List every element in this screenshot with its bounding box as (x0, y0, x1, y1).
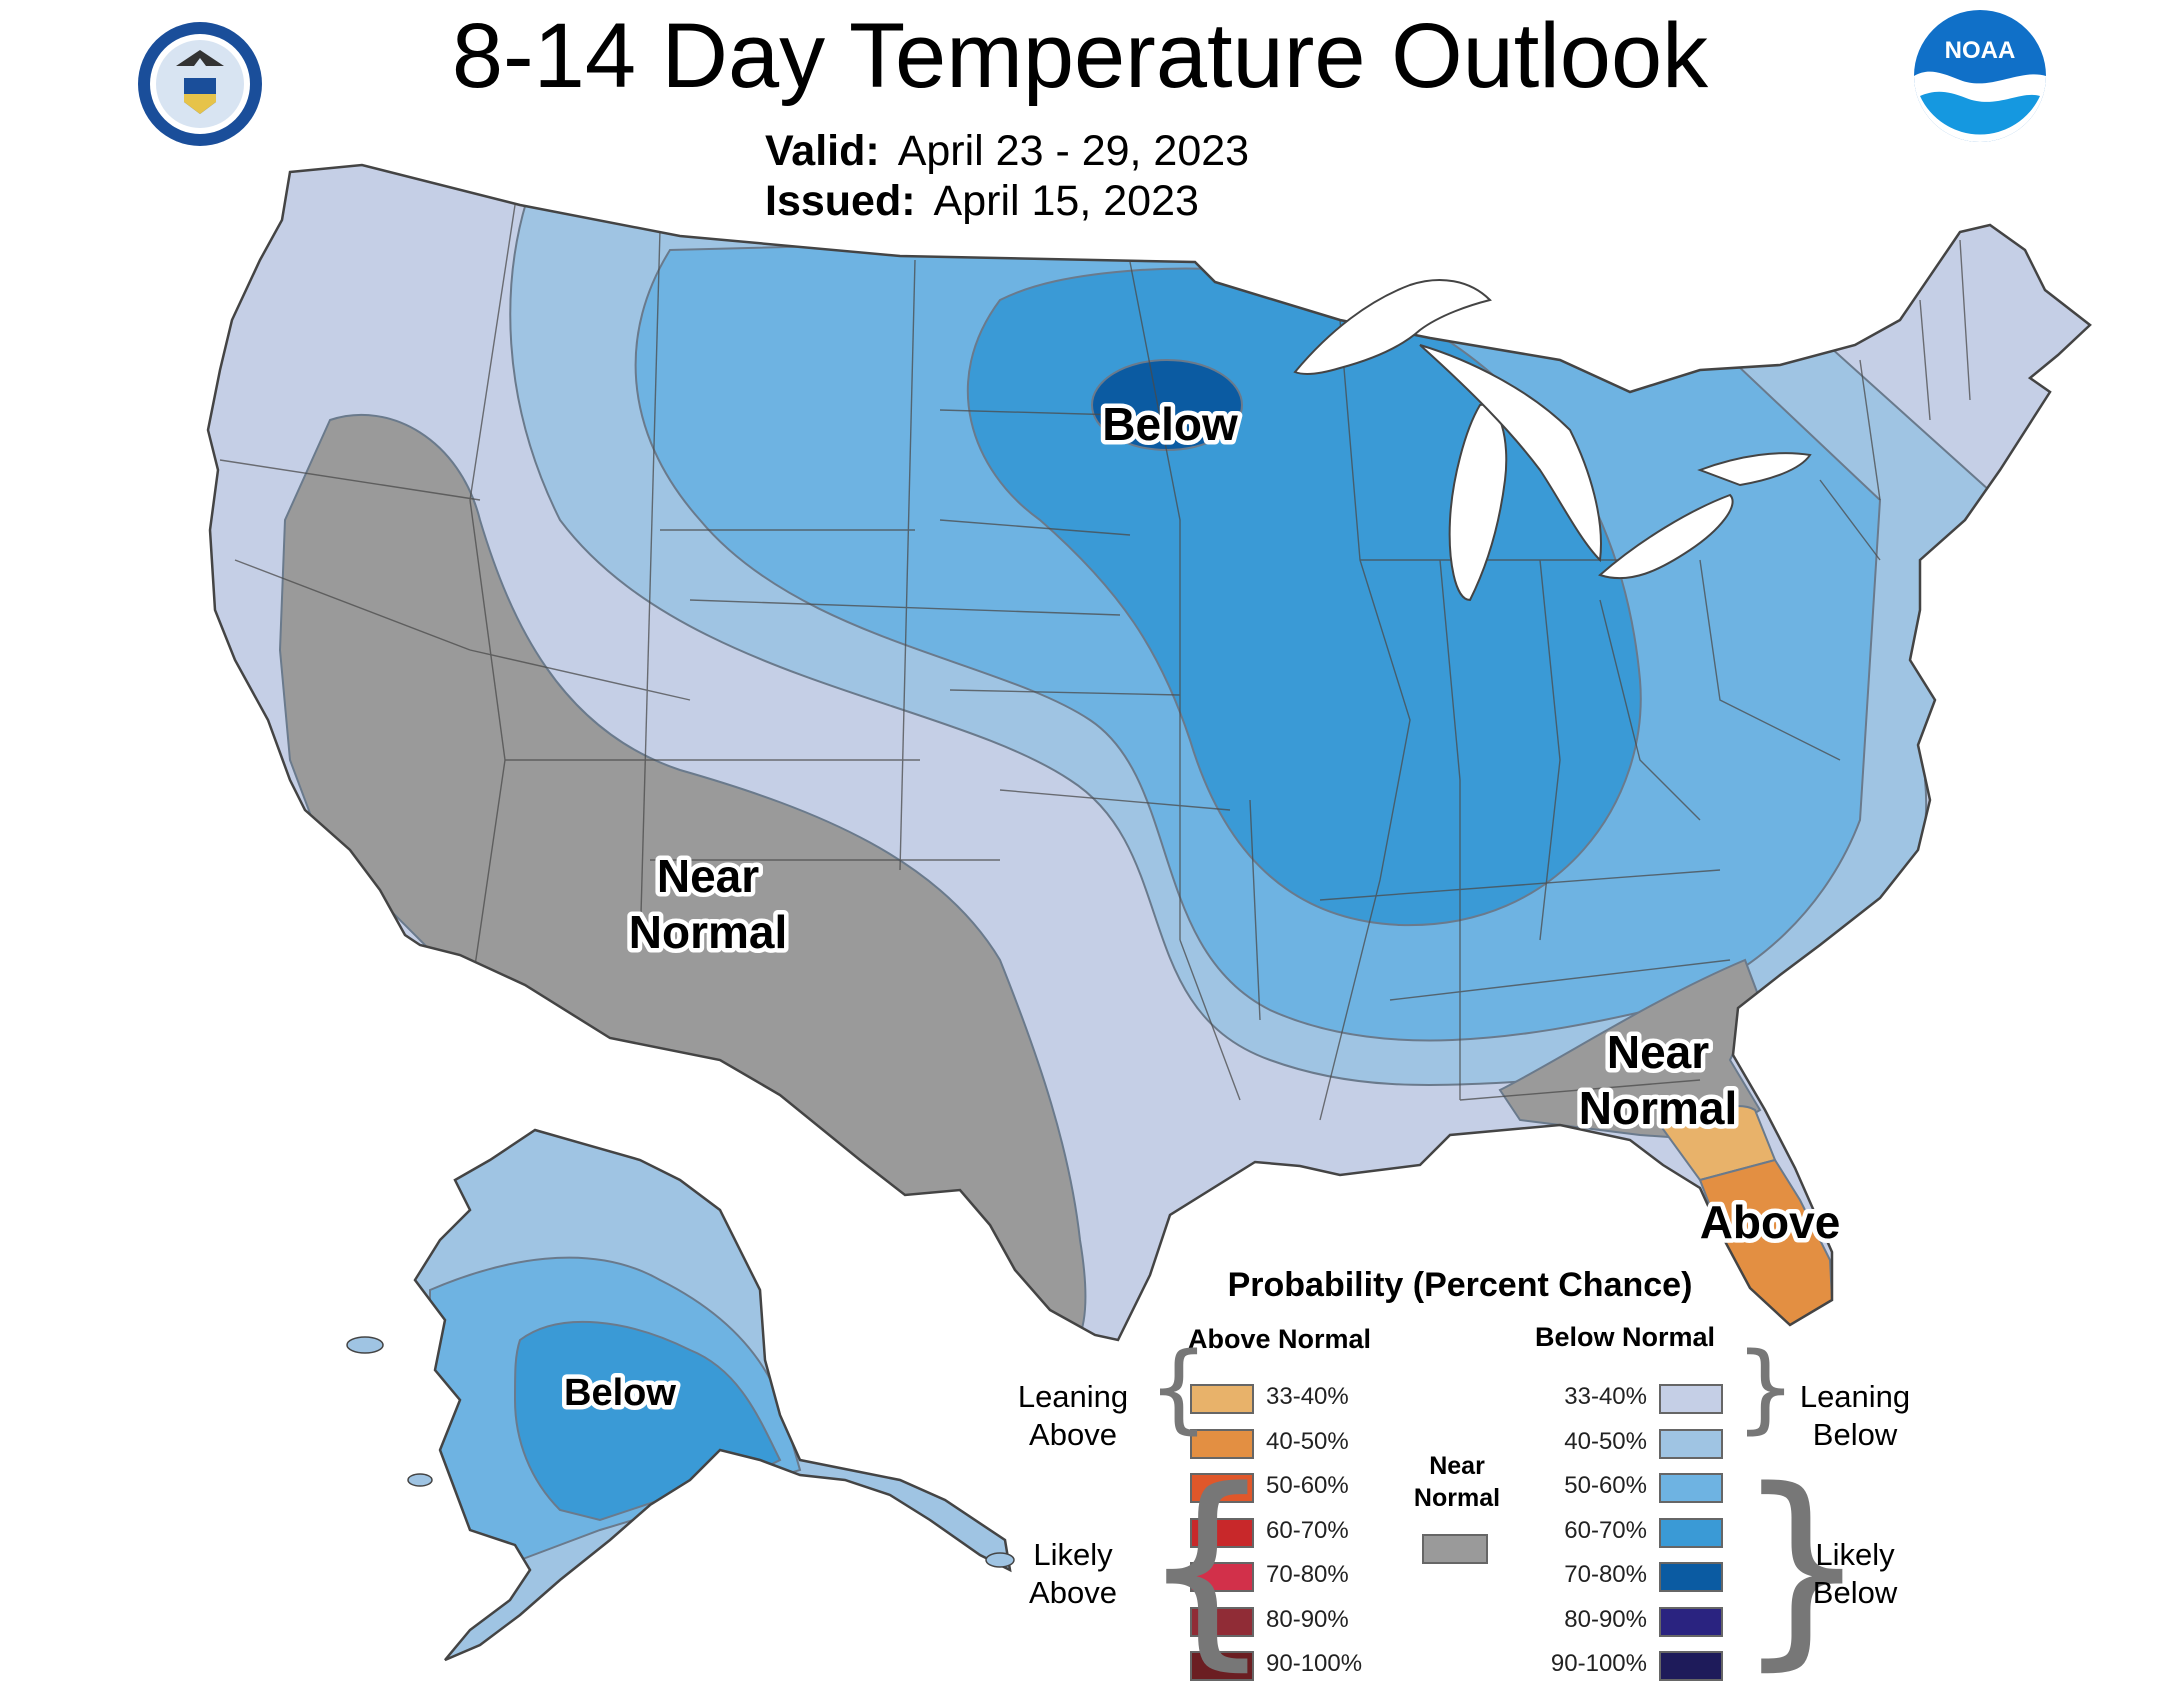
map-label-near-normal-west-line2: Normal (629, 906, 787, 958)
likely-above-label: Likely Above (998, 1536, 1148, 1612)
legend-below-row: 80-90% (1543, 1601, 1743, 1645)
legend-below-label: 90-100% (1550, 1650, 1647, 1677)
valid-label: Valid: (765, 127, 880, 175)
legend-above-swatch (1190, 1384, 1254, 1414)
leaning-below-label: Leaning Below (1780, 1378, 1930, 1454)
likely-below-brace: } (1735, 1444, 1869, 1689)
leaning-below-line2: Below (1812, 1417, 1898, 1452)
legend-below-swatch (1659, 1384, 1723, 1414)
near-normal-swatch (1422, 1534, 1488, 1564)
legend-below-swatch (1659, 1428, 1723, 1459)
legend-below-label: 60-70% (1564, 1516, 1647, 1544)
legend-below-label: 50-60% (1564, 1472, 1647, 1499)
legend-above-row: 60-70% (1190, 1512, 1390, 1556)
legend-below-row: 50-60% (1543, 1467, 1743, 1511)
leaning-below-brace: } (1735, 1332, 1797, 1444)
legend-above-label: 90-100% (1266, 1650, 1363, 1677)
near-normal-legend-label: Near Normal (1402, 1450, 1512, 1514)
near-normal-line2: Normal (1413, 1484, 1501, 1512)
department-of-commerce-seal-icon (138, 22, 262, 146)
legend-below-row: 40-50% (1543, 1423, 1743, 1467)
noaa-logo-icon: NOAA (1914, 10, 2046, 142)
leaning-below-line1: Leaning (1799, 1379, 1911, 1414)
legend-above-label: 70-80% (1266, 1561, 1349, 1588)
leaning-above-brace: { (1148, 1332, 1210, 1444)
legend-below-label: 33-40% (1564, 1383, 1647, 1410)
leaning-above-line2: Above (1029, 1417, 1117, 1452)
likely-below-label: Likely Below (1780, 1536, 1930, 1612)
legend-below-row: 70-80% (1543, 1556, 1743, 1600)
map-label-below-ak: Below (564, 1372, 676, 1414)
legend-above-label: 33-40% (1266, 1383, 1349, 1410)
legend-above-label: 60-70% (1266, 1516, 1349, 1544)
legend-below-row: 60-70% (1543, 1512, 1743, 1556)
issued-label: Issued: (765, 177, 916, 225)
legend-below-swatch (1659, 1517, 1723, 1548)
legend-above-label: 80-90% (1266, 1605, 1349, 1633)
map-label-above-fl: Above (1700, 1196, 1841, 1248)
legend-below-heading: Below Normal (1535, 1322, 1716, 1352)
page-title: 8-14 Day Temperature Outlook (451, 5, 1709, 107)
valid-dates: Valid: April 23 - 29, 2023 (765, 126, 1249, 176)
legend-below-swatch (1659, 1606, 1723, 1637)
likely-below-line1: Likely (1815, 1537, 1895, 1572)
map-label-near-normal-se-line1: Near (1607, 1026, 1709, 1078)
leaning-above-line1: Leaning (1017, 1379, 1129, 1414)
legend-below-label: 80-90% (1564, 1605, 1647, 1633)
legend-above-label: 50-60% (1266, 1472, 1349, 1499)
legend-above-row: 40-50% (1190, 1423, 1390, 1467)
legend-above-row: 70-80% (1190, 1556, 1390, 1600)
likely-above-brace: { (1140, 1444, 1274, 1689)
legend-above-swatch (1190, 1562, 1254, 1592)
leaning-above-label: Leaning Above (998, 1378, 1148, 1454)
valid-value: April 23 - 29, 2023 (897, 127, 1250, 175)
legend-below-label: 40-50% (1564, 1427, 1647, 1455)
legend-above-swatch (1190, 1606, 1254, 1637)
legend-title: Probability (Percent Chance) (1227, 1266, 1693, 1304)
legend-above-swatch (1190, 1428, 1254, 1459)
issued-value: April 15, 2023 (933, 177, 1199, 225)
issued-date: Issued: April 15, 2023 (765, 176, 1199, 226)
legend-above-row: 50-60% (1190, 1467, 1390, 1511)
likely-above-line1: Likely (1033, 1537, 1113, 1572)
legend-above-heading: Above Normal (1188, 1324, 1372, 1354)
map-label-near-normal-west-line1: Near (657, 850, 759, 902)
legend-below-swatch (1659, 1473, 1723, 1503)
legend-above-swatch (1190, 1473, 1254, 1503)
map-label-near-normal-se-line2: Normal (1579, 1082, 1737, 1134)
legend-below-row: 33-40% (1543, 1378, 1743, 1422)
legend-above-label: 40-50% (1266, 1427, 1349, 1455)
near-normal-line1: Near (1429, 1452, 1485, 1480)
legend-below-row: 90-100% (1543, 1645, 1743, 1689)
noaa-logo-text: NOAA (1945, 37, 2016, 64)
likely-below-line2: Below (1812, 1575, 1898, 1610)
legend-above-row: 80-90% (1190, 1601, 1390, 1645)
likely-above-line2: Above (1029, 1575, 1117, 1610)
legend-above-row: 33-40% (1190, 1378, 1390, 1422)
map-label-below-conus: Below (1102, 398, 1238, 450)
legend-below-swatch (1659, 1562, 1723, 1592)
legend-below-label: 70-80% (1564, 1561, 1647, 1588)
legend-above-swatch (1190, 1517, 1254, 1548)
